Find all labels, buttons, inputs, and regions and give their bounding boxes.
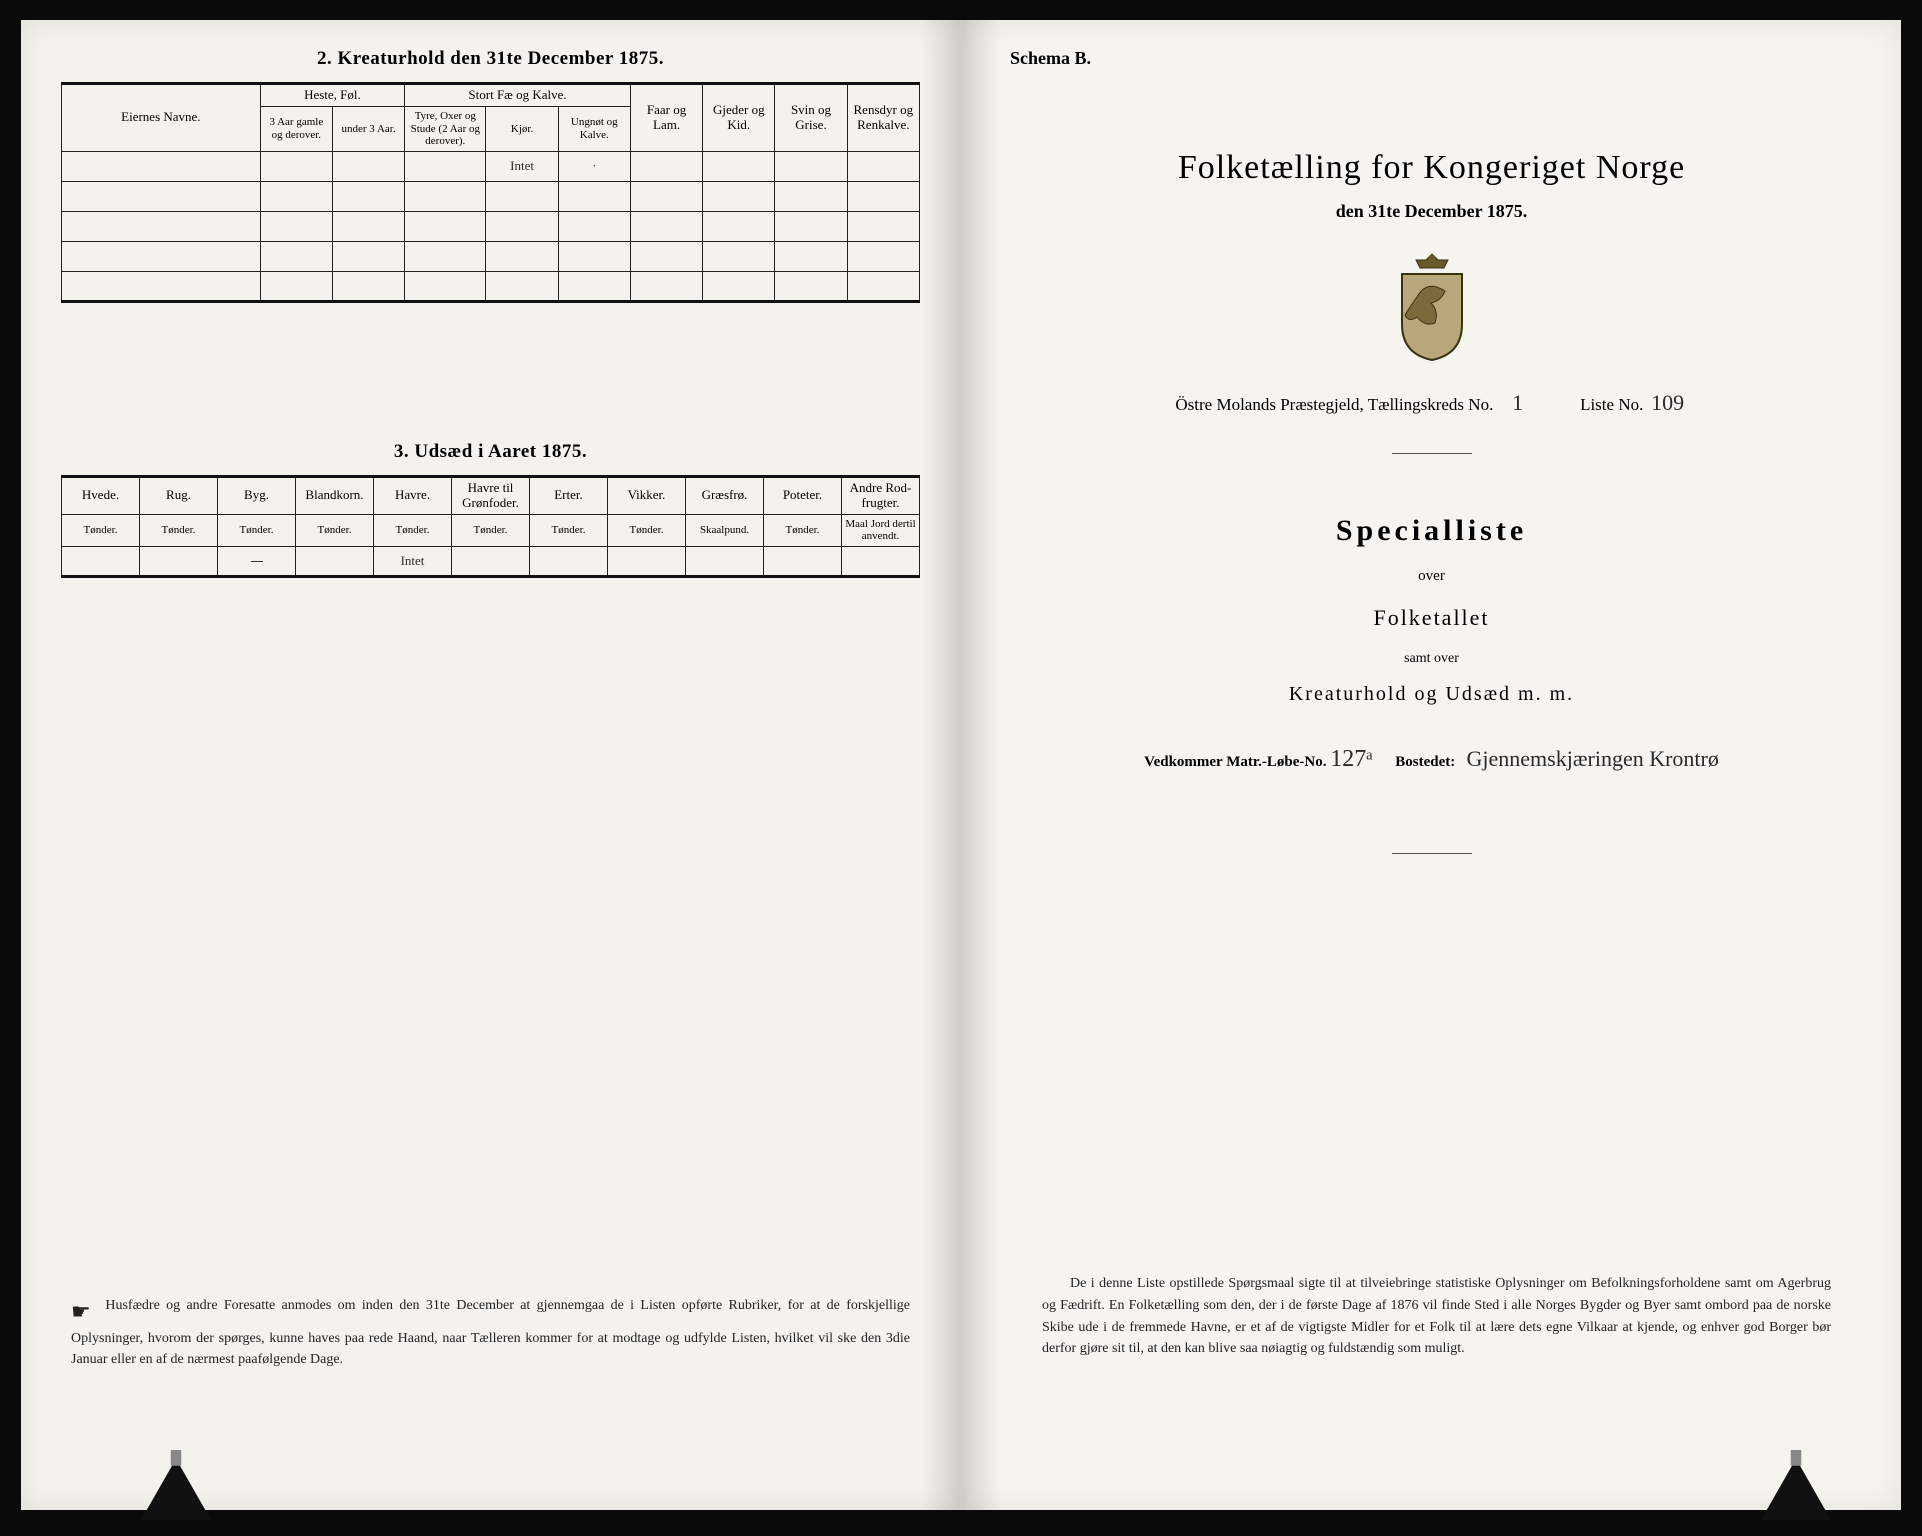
book-spread: 2. Kreaturhold den 31te December 1875. E…	[21, 20, 1901, 1510]
table-udsaed: Hvede. Rug. Byg. Blandkorn. Havre. Havre…	[61, 475, 920, 578]
th-pigs: Svin og Grise.	[775, 84, 847, 152]
right-page: Schema B. Folketælling for Kongeriget No…	[962, 20, 1901, 1510]
u8: Skaalpund.	[686, 514, 764, 546]
divider	[1392, 453, 1472, 454]
th-c9: Poteter.	[764, 476, 842, 514]
th-c8: Græsfrø.	[686, 476, 764, 514]
th-reindeer: Rensdyr og Renkalve.	[847, 84, 919, 152]
section3-title: 3. Udsæd i Aaret 1875.	[61, 441, 920, 463]
hw-intet-1: Intet	[486, 151, 558, 181]
census-title: Folketælling for Kongeriget Norge	[1002, 149, 1861, 187]
th-sheep: Faar og Lam.	[630, 84, 702, 152]
table-row	[62, 241, 920, 271]
th-cattle: Stort Fæ og Kalve.	[405, 84, 631, 107]
left-page: 2. Kreaturhold den 31te December 1875. E…	[21, 20, 962, 1510]
right-footnote: De i denne Liste opstillede Spørgsmaal s…	[1042, 1273, 1831, 1360]
table-row	[62, 181, 920, 211]
bostedet-hw: Gjennemskjæringen Krontrø	[1467, 746, 1719, 771]
th-c0: Hvede.	[62, 476, 140, 514]
u10: Maal Jord dertil anvendt.	[842, 514, 920, 546]
bostedet-label: Bostedet:	[1395, 754, 1455, 770]
folketallet-label: Folketallet	[1002, 605, 1861, 631]
u5: Tønder.	[452, 514, 530, 546]
matr-row: Vedkommer Matr.-Løbe-No. 127ᵃ Bostedet: …	[1002, 746, 1861, 773]
vedk-label: Vedkommer Matr.-Løbe-No.	[1144, 754, 1326, 770]
pointing-hand-icon: ☛	[71, 1295, 99, 1328]
table-row	[62, 211, 920, 241]
th-cattle-a: Tyre, Oxer og Stude (2 Aar og derover).	[405, 106, 486, 151]
th-horses-b: under 3 Aar.	[332, 106, 404, 151]
u6: Tønder.	[530, 514, 608, 546]
th-cattle-c: Ungnøt og Kalve.	[558, 106, 630, 151]
th-c10: Andre Rod-frugter.	[842, 476, 920, 514]
hw-intet-2: Intet	[374, 547, 452, 577]
table2-wrap: Eiernes Navne. Heste, Føl. Stort Fæ og K…	[61, 82, 920, 303]
binder-clip-icon	[131, 1450, 221, 1520]
th-c2: Byg.	[218, 476, 296, 514]
th-goats: Gjeder og Kid.	[703, 84, 775, 152]
left-footnote: ☛ Husfædre og andre Foresatte anmodes om…	[71, 1295, 910, 1370]
liste-no-hw: 109	[1648, 390, 1688, 417]
table-kreaturhold: Eiernes Navne. Heste, Føl. Stort Fæ og K…	[61, 82, 920, 303]
u4: Tønder.	[374, 514, 452, 546]
parish-text: Östre Molands Præstegjeld, Tællingskreds…	[1175, 395, 1493, 414]
parish-no-hw: 1	[1498, 390, 1538, 417]
section2-title: 2. Kreaturhold den 31te December 1875.	[61, 48, 920, 70]
th-owner: Eiernes Navne.	[62, 84, 261, 152]
binder-clip-icon	[1751, 1450, 1841, 1520]
table-row: Intet	[62, 547, 920, 577]
table3-wrap: Hvede. Rug. Byg. Blandkorn. Havre. Havre…	[61, 475, 920, 578]
u9: Tønder.	[764, 514, 842, 546]
th-c5: Havre til Grønfoder.	[452, 476, 530, 514]
left-footnote-text: Husfædre og andre Foresatte anmodes om i…	[71, 1298, 910, 1367]
over-label: over	[1002, 568, 1861, 585]
u0: Tønder.	[62, 514, 140, 546]
th-cattle-b: Kjør.	[486, 106, 558, 151]
parish-line: Östre Molands Præstegjeld, Tællingskreds…	[1002, 390, 1861, 417]
samt-label: samt over	[1002, 651, 1861, 667]
th-c3: Blandkorn.	[296, 476, 374, 514]
specialliste-title: Specialliste	[1002, 514, 1861, 548]
u1: Tønder.	[140, 514, 218, 546]
th-c1: Rug.	[140, 476, 218, 514]
u7: Tønder.	[608, 514, 686, 546]
census-subtitle: den 31te December 1875.	[1002, 201, 1861, 222]
matr-no-hw: 127ᵃ	[1330, 746, 1373, 772]
th-c4: Havre.	[374, 476, 452, 514]
table-row: Intet ·	[62, 151, 920, 181]
th-horses: Heste, Føl.	[260, 84, 404, 107]
kreaturhold-label: Kreaturhold og Udsæd m. m.	[1002, 683, 1861, 706]
th-horses-a: 3 Aar gamle og derover.	[260, 106, 332, 151]
u3: Tønder.	[296, 514, 374, 546]
table-row	[62, 271, 920, 301]
th-c6: Erter.	[530, 476, 608, 514]
coat-of-arms-icon	[1387, 252, 1477, 362]
th-c7: Vikker.	[608, 476, 686, 514]
divider	[1392, 853, 1472, 854]
u2: Tønder.	[218, 514, 296, 546]
liste-label: Liste No.	[1580, 395, 1643, 414]
schema-label: Schema B.	[1010, 48, 1861, 69]
